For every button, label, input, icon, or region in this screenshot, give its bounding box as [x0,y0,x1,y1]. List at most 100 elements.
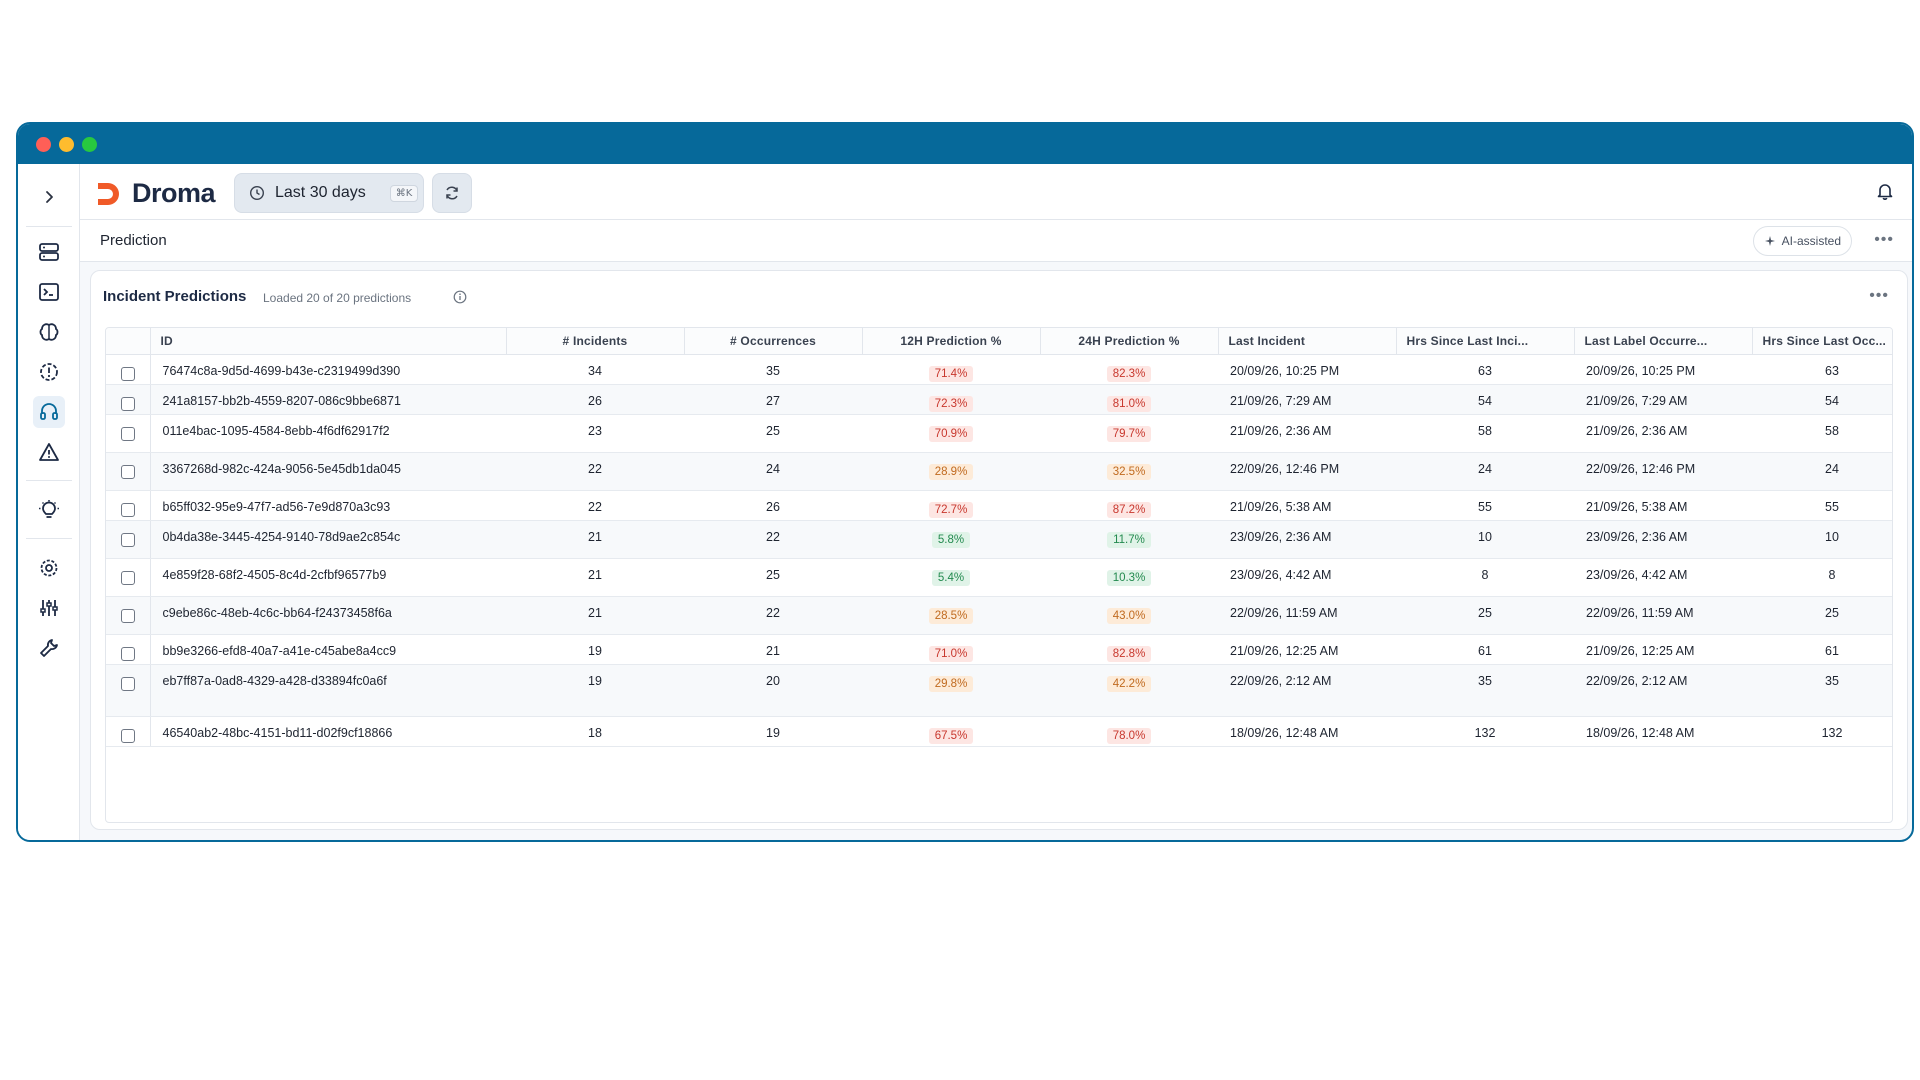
cell-occurrences: 20 [684,664,862,717]
column-header-hrs-since-last-incident[interactable]: Hrs Since Last Inci... [1396,328,1575,355]
cell-12h-prediction: 71.4% [862,354,1040,385]
lightbulb-icon [39,500,59,518]
cell-id[interactable]: 3367268d-982c-424a-9056-5e45db1da045 [150,452,506,491]
sidebar-item-alerts[interactable] [33,436,65,468]
prediction-badge-12h: 72.3% [928,395,974,412]
row-checkbox[interactable] [120,646,135,661]
cell-id[interactable]: eb7ff87a-0ad8-4329-a428-d33894fc0a6f [150,664,506,717]
sidebar-item-incidents[interactable] [33,356,65,388]
ai-assisted-label: AI-assisted [1781,234,1841,248]
prediction-badge-24h: 87.2% [1106,501,1152,518]
table-row[interactable]: 76474c8a-9d5d-4699-b43e-c2319499d390 34 … [106,354,1892,385]
column-header-occurrences[interactable]: # Occurrences [684,328,863,355]
row-select-cell [106,558,151,597]
expand-sidebar-button[interactable] [32,180,66,214]
row-checkbox[interactable] [120,366,135,381]
sidebar-item-insights[interactable] [33,494,65,526]
table-header-row: ID # Incidents # Occurrences 12H Predict… [106,328,1892,355]
row-select-cell [106,490,151,521]
main-content: Droma Last 30 days ⌘K Prediction [80,164,1912,840]
prediction-badge-12h: 5.8% [931,531,971,548]
cell-id[interactable]: bb9e3266-efd8-40a7-a41e-c45abe8a4cc9 [150,634,506,665]
column-header-incidents[interactable]: # Incidents [506,328,685,355]
brand-logo[interactable]: Droma [96,178,216,209]
column-header-last-label-occurrence[interactable]: Last Label Occurre... [1574,328,1753,355]
cell-id[interactable]: 4e859f28-68f2-4505-8c4d-2cfbf96577b9 [150,558,506,597]
row-checkbox[interactable] [120,426,135,441]
row-checkbox[interactable] [120,532,135,547]
time-range-button[interactable]: Last 30 days ⌘K [234,173,424,213]
column-header-hrs-since-last-occurrence[interactable]: Hrs Since Last Occ... [1752,328,1892,355]
ai-assisted-button[interactable]: AI-assisted [1752,226,1852,256]
prediction-badge-24h: 82.3% [1106,365,1152,382]
cell-id[interactable]: c9ebe86c-48eb-4c6c-bb64-f24373458f6a [150,596,506,635]
cell-id[interactable]: 46540ab2-48bc-4151-bd11-d02f9cf18866 [150,716,506,747]
row-checkbox[interactable] [120,728,135,743]
cell-occurrences: 22 [684,596,862,635]
refresh-button[interactable] [432,173,472,213]
cell-hrs-since-last-incident: 54 [1396,384,1574,415]
cell-hrs-since-last-incident: 25 [1396,596,1574,635]
row-checkbox[interactable] [120,464,135,479]
column-header-24h-prediction[interactable]: 24H Prediction % [1040,328,1219,355]
top-bar: Droma Last 30 days ⌘K [80,164,1912,220]
cell-last-incident: 22/09/26, 11:59 AM [1218,596,1396,635]
row-checkbox[interactable] [120,608,135,623]
cell-hrs-since-last-incident: 63 [1396,354,1574,385]
table-row[interactable]: c9ebe86c-48eb-4c6c-bb64-f24373458f6a 21 … [106,596,1892,635]
row-checkbox[interactable] [120,502,135,517]
cell-hrs-since-last-incident: 55 [1396,490,1574,521]
cell-last-label-occurrence: 22/09/26, 11:59 AM [1574,596,1752,635]
table-row[interactable]: b65ff032-95e9-47f7-ad56-7e9d870a3c93 22 … [106,490,1892,521]
info-icon[interactable] [453,290,467,309]
cell-id[interactable]: 241a8157-bb2b-4559-8207-086c9bbe6871 [150,384,506,415]
cell-24h-prediction: 82.3% [1040,354,1218,385]
table-row[interactable]: 3367268d-982c-424a-9056-5e45db1da045 22 … [106,452,1892,491]
minimize-window-button[interactable] [59,136,74,152]
table-row[interactable]: 241a8157-bb2b-4559-8207-086c9bbe6871 26 … [106,384,1892,415]
cell-id[interactable]: 76474c8a-9d5d-4699-b43e-c2319499d390 [150,354,506,385]
sidebar-item-servers[interactable] [33,236,65,268]
cell-incidents: 21 [506,558,684,597]
terminal-icon [39,283,59,301]
page-more-options-button[interactable]: ••• [1874,231,1894,248]
cell-last-incident: 20/09/26, 10:25 PM [1218,354,1396,385]
sidebar-item-tools[interactable] [33,632,65,664]
cell-incidents: 22 [506,490,684,521]
table-row[interactable]: 0b4da38e-3445-4254-9140-78d9ae2c854c 21 … [106,520,1892,559]
card-more-options-button[interactable]: ••• [1869,287,1889,304]
cell-24h-prediction: 42.2% [1040,664,1218,717]
prediction-badge-24h: 82.8% [1106,645,1152,662]
cell-id[interactable]: 011e4bac-1095-4584-8ebb-4f6df62917f2 [150,414,506,453]
cell-24h-prediction: 11.7% [1040,520,1218,559]
column-header-12h-prediction[interactable]: 12H Prediction % [862,328,1041,355]
sidebar-item-prediction[interactable] [33,396,65,428]
column-header-id[interactable]: ID [150,328,507,355]
row-checkbox[interactable] [120,570,135,585]
table-row[interactable]: 011e4bac-1095-4584-8ebb-4f6df62917f2 23 … [106,414,1892,453]
cell-12h-prediction: 67.5% [862,716,1040,747]
cell-incidents: 26 [506,384,684,415]
table-row[interactable]: eb7ff87a-0ad8-4329-a428-d33894fc0a6f 19 … [106,664,1892,717]
cell-id[interactable]: b65ff032-95e9-47f7-ad56-7e9d870a3c93 [150,490,506,521]
select-all-header [106,328,151,355]
table-row[interactable]: 4e859f28-68f2-4505-8c4d-2cfbf96577b9 21 … [106,558,1892,597]
row-checkbox[interactable] [120,396,135,411]
brand-name: Droma [132,178,216,208]
maximize-window-button[interactable] [82,136,97,152]
column-header-last-incident[interactable]: Last Incident [1218,328,1397,355]
row-checkbox[interactable] [120,676,135,691]
cell-id[interactable]: 0b4da38e-3445-4254-9140-78d9ae2c854c [150,520,506,559]
sidebar-item-brain[interactable] [33,316,65,348]
sidebar-item-filters[interactable] [33,592,65,624]
sidebar-item-settings[interactable] [33,552,65,584]
cell-24h-prediction: 78.0% [1040,716,1218,747]
table-row[interactable]: 46540ab2-48bc-4151-bd11-d02f9cf18866 18 … [106,716,1892,747]
close-window-button[interactable] [36,136,51,152]
page-title: Prediction [100,232,167,249]
refresh-icon [446,186,458,200]
sidebar-item-terminal[interactable] [33,276,65,308]
table-row[interactable]: bb9e3266-efd8-40a7-a41e-c45abe8a4cc9 19 … [106,634,1892,665]
row-select-cell [106,414,151,453]
notifications-button[interactable] [1876,182,1894,205]
